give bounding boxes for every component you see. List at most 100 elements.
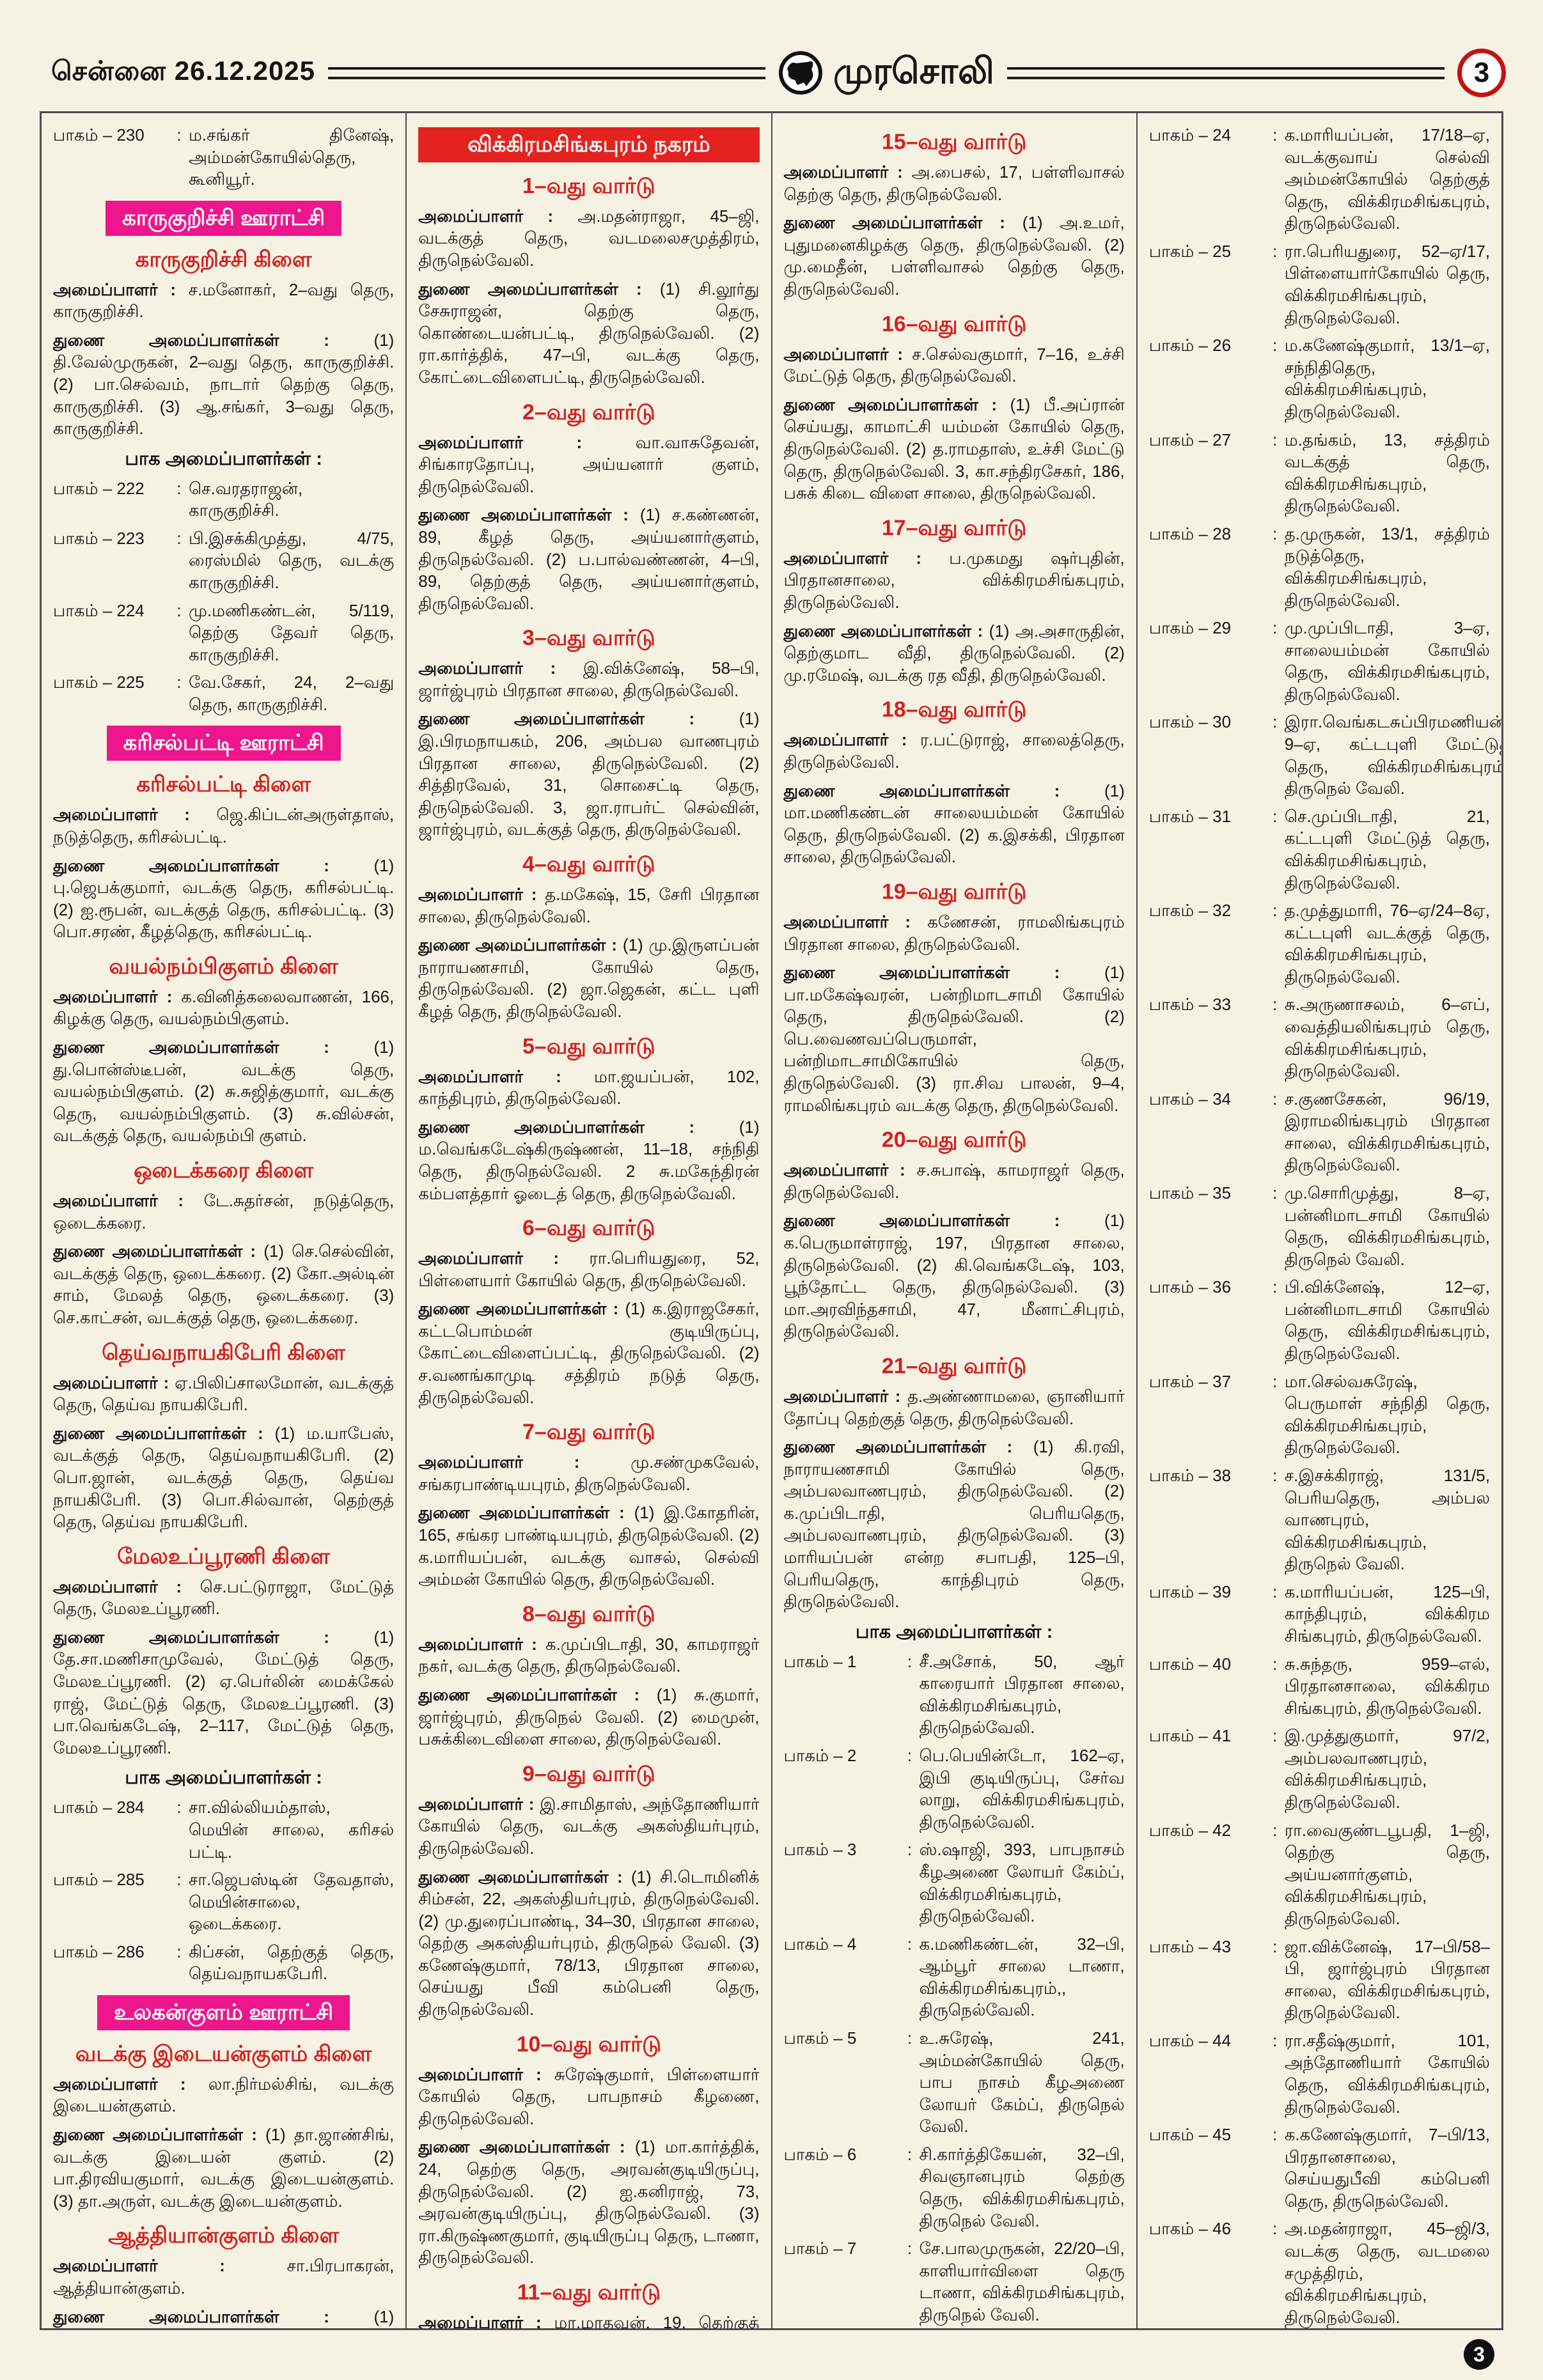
part-entry-text: சி.கார்த்திகேயன், 32–பி, சிவஞானபுரம் தெற…: [919, 2144, 1125, 2230]
part-entry-number: பாகம் – 35: [1148, 1183, 1232, 1203]
para-text: மு.சண்முகவேல், சங்கரபாண்டியபுரம், திருநெ…: [418, 1452, 760, 1494]
para-label: துணை அமைப்பாளர்கள் :: [783, 1437, 1033, 1457]
part-entry-text: மா.செல்வசுரேஷ், பெருமாள் சந்நிதி தெரு, வ…: [1284, 1371, 1490, 1458]
part-entry-number: பாகம் – 30: [1148, 712, 1232, 732]
part-entry: பாகம் – 37: மா.செல்வசுரேஷ், பெருமாள் சந்ந…: [1149, 1371, 1490, 1459]
para-label: அமைப்பாளர் :: [418, 432, 636, 452]
deputy-organizers-para: துணை அமைப்பாளர்கள் : (1) செ.செல்வின், வட…: [53, 1240, 394, 1328]
organizer-para: அமைப்பாளர் : ச.மனோகர், 2–வது தெரு, காருக…: [53, 279, 394, 323]
para-label: துணை அமைப்பாளர்கள் :: [53, 1423, 275, 1443]
para-label: துணை அமைப்பாளர்கள் :: [418, 935, 623, 955]
page-number-badge: 3: [1457, 49, 1506, 97]
branch-ward-heading: மேலஉப்பூரணி கிளை: [117, 1544, 331, 1569]
part-entry-number: பாகம் – 26: [1148, 336, 1232, 355]
part-organizers-subheading: பாக அமைப்பாளர்கள் :: [125, 1768, 322, 1789]
branch-ward-heading: 19–வது வார்டு: [881, 879, 1027, 904]
column-4: பாகம் – 24: க.மாரியப்பன், 17/18–ஏ, வடக்கு…: [1136, 113, 1501, 2328]
part-entry-number: பாகம் – 230: [53, 125, 145, 144]
para-label: துணை அமைப்பாளர்கள் :: [418, 505, 640, 525]
part-entry-text: சா.ஜெபஸ்டின் தேவதாஸ், மெயின்சாலை, ஒடைக்க…: [189, 1870, 395, 1934]
para-text: சுரேஷ்குமார், பிள்ளையார் கோயில் தெரு, பா…: [418, 2064, 760, 2128]
branch-ward-heading: 2–வது வார்டு: [522, 400, 655, 424]
para-label: துணை அமைப்பாளர்கள் :: [418, 279, 660, 299]
deputy-organizers-para: துணை அமைப்பாளர்கள் : (1) யோ.முத்துக்குமா…: [53, 2306, 394, 2328]
para-label: துணை அமைப்பாளர்கள் :: [418, 2137, 635, 2157]
para-label: துணை அமைப்பாளர்கள் :: [53, 855, 374, 875]
column-1: பாகம் – 230: ம.சங்கர் தினேஷ், அம்மன்கோயில…: [42, 113, 405, 2328]
part-entry: பாகம் – 286: கிப்சன், தெற்குத் தெரு, தெய்…: [53, 1941, 394, 1985]
part-entry-colon: :: [176, 1870, 182, 1890]
part-entry-number: பாகம் – 25: [1148, 241, 1232, 261]
para-text: த.மகேஷ், 15, சேரி பிரதான சாலை, திருநெல்வ…: [418, 885, 760, 926]
part-entry-colon: :: [1273, 1089, 1278, 1108]
organizer-para: அமைப்பாளர் : க.முப்பிடாதி, 30, காமராஜர் …: [418, 1633, 759, 1677]
para-label: அமைப்பாளர் :: [783, 162, 912, 182]
part-entry: பாகம் – 28: த.முருகன், 13/1, சத்திரம் நடு…: [1149, 523, 1490, 611]
deputy-organizers-para: துணை அமைப்பாளர்கள் : (1) க.இராஜசேகர், கட…: [418, 1298, 759, 1408]
part-organizers-subheading: பாக அமைப்பாளர்கள் :: [855, 1621, 1053, 1642]
part-entry-number: பாகம் – 36: [1148, 1277, 1232, 1297]
para-text: (1) பு.ஜெபக்குமார், வடக்கு தெரு, கரிசல்ப…: [53, 855, 395, 942]
deputy-organizers-para: துணை அமைப்பாளர்கள் : (1) ம.வெங்கடேஷ்கிரு…: [418, 1116, 759, 1204]
part-entry-number: பாகம் – 43: [1148, 1936, 1232, 1956]
branch-ward-heading: 18–வது வார்டு: [881, 697, 1027, 722]
part-entry: பாகம் – 224: மு.மணிகண்டன், 5/119, தெற்கு …: [53, 600, 394, 666]
para-text: (1) அ.அசாருதின், தெற்குமாட வீதி, திருநெல…: [783, 621, 1125, 685]
part-entry-text: சா.வில்லியம்தாஸ், மெயின் சாலை, கரிசல் பட…: [189, 1798, 395, 1862]
organizer-para: அமைப்பாளர் : கணேசன், ராமலிங்கபுரம் பிரதா…: [784, 911, 1125, 955]
part-entry-colon: :: [907, 2144, 912, 2164]
deputy-organizers-para: துணை அமைப்பாளர்கள் : (1) சு.குமார், ஜார்…: [418, 1684, 759, 1750]
deputy-organizers-para: துணை அமைப்பாளர்கள் : (1) இ.கோதரின், 165,…: [418, 1502, 759, 1590]
part-entry-number: பாகம் – 224: [53, 600, 145, 620]
para-text: ஜெ.கிப்டன்அருள்தாஸ், நடுத்தெரு, கரிசல்பட…: [53, 805, 395, 846]
deputy-organizers-para: துணை அமைப்பாளர்கள் : (1) தி.வேல்முருகன்,…: [53, 329, 394, 440]
para-text: இ.சாமிதாஸ், அந்தோணியார் கோயில் தெரு, வடக…: [418, 1794, 760, 1858]
para-label: அமைப்பாளர் :: [418, 2313, 554, 2328]
part-entry-number: பாகம் – 286: [53, 1941, 145, 1961]
para-text: மா.மாதவன், 19, தெற்குத் தெரு, சிவஞானபுரம…: [554, 2313, 760, 2328]
para-label: துணை அமைப்பாளர்கள் :: [418, 1685, 657, 1705]
part-entry-text: த.முருகன், 13/1, சத்திரம் நடுத்தெரு, விக…: [1284, 524, 1490, 610]
para-text: (1) மா.மணிகண்டன் சாலையம்மன் கோயில் தெரு,…: [783, 781, 1125, 867]
para-label: அமைப்பாளர் :: [418, 1634, 545, 1654]
part-entry-number: பாகம் – 2: [783, 1746, 857, 1766]
para-label: துணை அமைப்பாளர்கள் :: [783, 1211, 1104, 1231]
part-entry-text: க.மாரியப்பன், 125–பி, காந்திபுரம், விக்க…: [1284, 1582, 1490, 1645]
deputy-organizers-para: துணை அமைப்பாளர்கள் : (1) க.பெருமாள்ராஜ்,…: [784, 1209, 1125, 1342]
deputy-organizers-para: துணை அமைப்பாளர்கள் : (1) அ.அசாருதின், தெ…: [784, 620, 1125, 687]
para-text: (1) க.இராஜசேகர், கட்டபொம்மன் குடியிருப்ப…: [418, 1299, 760, 1407]
part-entry-colon: :: [1273, 336, 1278, 355]
branch-ward-heading: 16–வது வார்டு: [881, 311, 1027, 336]
masthead-title: முரசொலி: [833, 50, 995, 91]
para-label: துணை அமைப்பாளர்கள் :: [53, 2306, 374, 2326]
part-entry-number: பாகம் – 39: [1148, 1582, 1232, 1601]
part-entry-colon: :: [176, 600, 182, 620]
para-label: அமைப்பாளர் :: [783, 730, 920, 750]
para-label: அமைப்பாளர் :: [418, 1066, 594, 1086]
para-label: துணை அமைப்பாளர்கள் :: [418, 1117, 739, 1137]
para-label: அமைப்பாளர் :: [783, 1160, 917, 1180]
part-entry-text: ரா.சதீஷ்குமார், 101, அந்தோணியார் கோயில் …: [1284, 2030, 1490, 2117]
part-entry-colon: :: [907, 1840, 912, 1860]
para-label: அமைப்பாளர் :: [53, 279, 189, 299]
para-text: (1) இ.கோதரின், 165, சங்கர பாண்டியபுரம், …: [418, 1503, 760, 1589]
part-entry: பாகம் – 222: செ.வரதராஜன், காருகுறிச்சி.: [53, 478, 394, 522]
part-entry: பாகம் – 7: சே.பாலமுருகன், 22/20–பி, காளிய…: [784, 2237, 1125, 2326]
para-text: ஏ.பிலிப்சாலமோன், வடக்குத் தெரு, தெய்வ நா…: [53, 1373, 395, 1415]
part-entry-colon: :: [176, 673, 182, 692]
para-text: அ.மதன்ராஜா, 45–ஜி, வடக்குத் தெரு, வடமலைச…: [418, 206, 760, 270]
para-text: (1) து.பொன்ஸ்டீபன், வடக்கு தெரு, வயல்நம்…: [53, 1038, 395, 1146]
deputy-organizers-para: துணை அமைப்பாளர்கள் : (1) இ.பிரமநாயகம், 2…: [418, 708, 759, 840]
part-entry: பாகம் – 4: க.மணிகண்டன், 32–பி, ஆம்பூர் சா…: [784, 1933, 1125, 2021]
para-label: அமைப்பாளர் :: [783, 1386, 907, 1406]
para-label: துணை அமைப்பாளர்கள் :: [418, 709, 739, 729]
deputy-organizers-para: துணை அமைப்பாளர்கள் : (1) ம.யாபேஸ், வடக்க…: [53, 1422, 394, 1533]
part-entry-number: பாகம் – 222: [53, 478, 145, 498]
part-entry-colon: :: [1273, 1183, 1278, 1203]
organizer-para: அமைப்பாளர் : ஜெ.கிப்டன்அருள்தாஸ், நடுத்த…: [53, 804, 394, 848]
content-frame: பாகம் – 230: ம.சங்கர் தினேஷ், அம்மன்கோயில…: [40, 111, 1503, 2330]
para-label: அமைப்பாளர் :: [418, 1794, 540, 1814]
part-entry-colon: :: [1273, 1582, 1278, 1601]
para-text: (1) சி.டொமினிக் சிம்சன், 22, அகஸ்தியர்பு…: [418, 1867, 760, 2019]
para-label: துணை அமைப்பாளர்கள் :: [783, 781, 1104, 800]
